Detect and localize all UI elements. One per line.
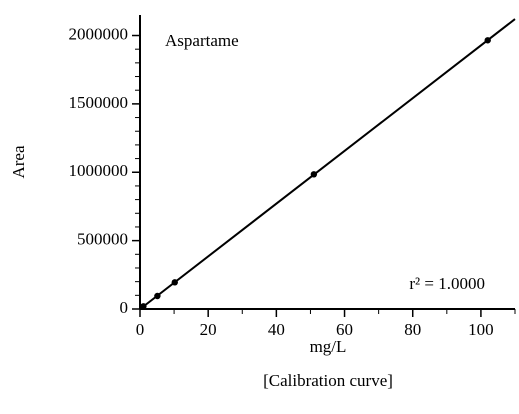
data-point [154, 292, 161, 300]
y-tick-label: 0 [120, 298, 129, 317]
x-tick-label: 40 [268, 320, 285, 339]
y-tick-label: 1000000 [69, 161, 129, 180]
x-tick-label: 0 [136, 320, 145, 339]
x-tick-label: 60 [336, 320, 353, 339]
x-tick-label: 100 [468, 320, 494, 339]
data-point [140, 303, 147, 310]
y-tick-label: 500000 [77, 230, 128, 249]
y-axis-label: Area [9, 145, 28, 178]
y-tick-label: 2000000 [69, 24, 129, 43]
caption: [Calibration curve] [263, 371, 393, 390]
data-point [171, 279, 178, 286]
x-tick-label: 20 [200, 320, 217, 339]
data-point [310, 171, 318, 178]
data-point [484, 37, 491, 44]
y-tick-label: 1500000 [69, 93, 129, 112]
x-axis-label: mg/L [310, 337, 347, 356]
x-tick-label: 80 [404, 320, 421, 339]
regression-line [139, 18, 516, 310]
r-squared: r² = 1.0000 [409, 274, 485, 293]
annotation: Aspartame [165, 31, 239, 50]
